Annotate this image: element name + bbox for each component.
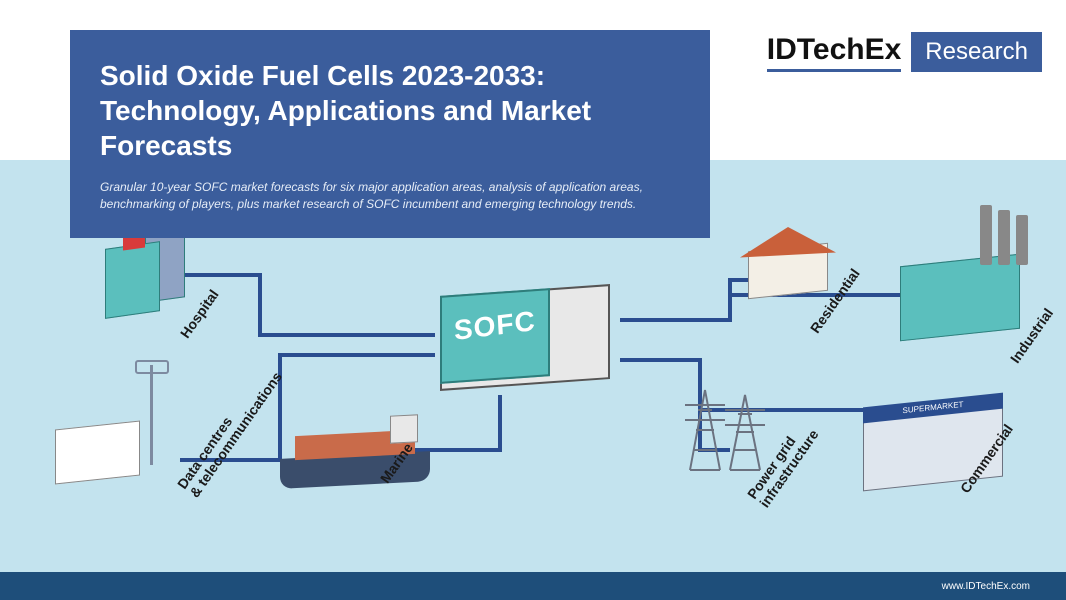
central-node-sofc: SOFC [430, 280, 620, 390]
brand-suffix: Research [911, 32, 1042, 72]
title-panel: Solid Oxide Fuel Cells 2023-2033: Techno… [70, 30, 710, 238]
factory-building [900, 254, 1020, 342]
brand-logo: IDTechEx Research [767, 32, 1042, 72]
footer-bar: www.IDTechEx.com [0, 572, 1066, 600]
page-title: Solid Oxide Fuel Cells 2023-2033: Techno… [100, 58, 680, 163]
node-powergrid [660, 370, 780, 480]
smokestack-icon [998, 210, 1010, 265]
footer-url: www.IDTechEx.com [942, 581, 1030, 592]
hospital-building [105, 241, 160, 319]
pylon-icon [660, 370, 780, 480]
page-subtitle: Granular 10-year SOFC market forecasts f… [100, 179, 680, 214]
ship-bridge [390, 414, 418, 443]
datacenter-box [55, 421, 140, 485]
telecom-mast [150, 365, 153, 465]
house-roof-icon [740, 224, 836, 257]
telecom-antenna-icon [135, 360, 169, 374]
smokestack-icon [980, 205, 992, 265]
brand-name: IDTechEx [767, 33, 902, 72]
connector-line [180, 275, 435, 335]
node-marine [280, 415, 440, 495]
smokestack-icon [1016, 215, 1028, 265]
